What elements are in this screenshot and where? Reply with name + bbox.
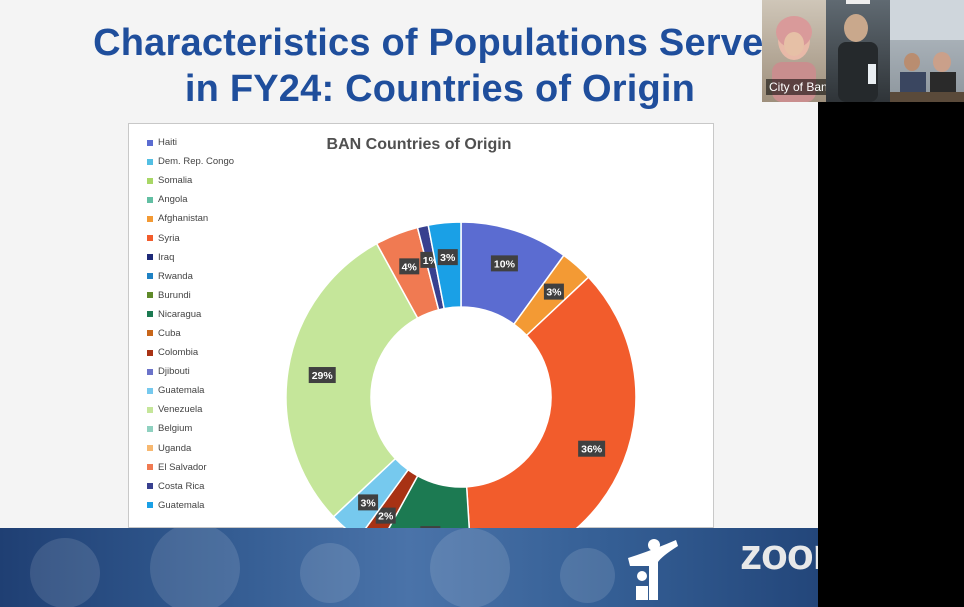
- legend-label: Burundi: [158, 289, 191, 301]
- legend-label: Djibouti: [158, 366, 190, 378]
- legend-label: Iraq: [158, 251, 175, 263]
- legend-swatch: [147, 406, 153, 413]
- slice-label-text: 3%: [546, 287, 562, 299]
- slide-title-line1: Characteristics of Populations Served: [93, 22, 787, 64]
- legend-label: Venezuela: [158, 404, 203, 416]
- legend-item: Afghanistan: [147, 209, 257, 228]
- legend-item: Belgium: [147, 419, 257, 438]
- legend-label: Syria: [158, 232, 180, 244]
- participant-avatar-icon: [890, 0, 964, 102]
- legend-label: Cuba: [158, 327, 181, 339]
- legend-item: Guatemala: [147, 496, 257, 515]
- slice-data-label: 29%: [308, 367, 336, 384]
- legend-swatch: [147, 483, 153, 490]
- legend-swatch: [147, 177, 153, 184]
- slice-data-label: 3%: [543, 283, 564, 300]
- slice-label-text: 2%: [378, 511, 394, 523]
- slice-data-label: 3%: [437, 249, 458, 266]
- donut-slice: [427, 221, 462, 310]
- participant-video-strip: City of Bango...: [762, 0, 964, 102]
- legend-swatch: [147, 139, 153, 146]
- chart-legend: Haiti Dem. Rep. Congo Somalia Angola Afghani…: [147, 133, 257, 515]
- legend-swatch: [147, 311, 153, 318]
- slide-title-line2: in FY24: Countries of Origin: [184, 68, 696, 110]
- legend-label: Costa Rica: [158, 480, 205, 492]
- legend-item: Syria: [147, 228, 257, 247]
- donut-slice: [387, 474, 471, 529]
- legend-swatch: [147, 387, 153, 394]
- legend-label: Angola: [158, 194, 188, 206]
- legend-swatch: [147, 464, 153, 471]
- donut-slice: [465, 276, 637, 529]
- slice-data-label: 3%: [358, 494, 379, 511]
- slice-label-text: 36%: [581, 444, 603, 456]
- legend-label: El Salvador: [158, 461, 207, 473]
- slice-label-text: 29%: [312, 370, 334, 382]
- participant-video-3[interactable]: [890, 0, 964, 102]
- legend-label: Somalia: [158, 175, 193, 187]
- slice-label-text: 3%: [440, 252, 456, 264]
- donut-chart: 10%3%36%9%2%3%29%4%1%3%: [285, 221, 637, 529]
- slice-label-text: 3%: [360, 497, 376, 509]
- organization-logo-icon: [628, 539, 678, 600]
- legend-item: Dem. Rep. Congo: [147, 152, 257, 171]
- legend-swatch: [147, 273, 153, 280]
- legend-item: Colombia: [147, 343, 257, 362]
- legend-item: Rwanda: [147, 267, 257, 286]
- slice-data-label: 9%: [420, 526, 441, 529]
- chart-container: Haiti Dem. Rep. Congo Somalia Angola Afghani…: [128, 123, 714, 529]
- legend-swatch: [147, 445, 153, 452]
- legend-item: Guatemala: [147, 381, 257, 400]
- legend-item: Djibouti: [147, 362, 257, 381]
- legend-swatch: [147, 235, 153, 242]
- legend-swatch: [147, 158, 153, 165]
- legend-item: Iraq: [147, 248, 257, 267]
- legend-label: Afghanistan: [158, 213, 209, 225]
- legend-item: Burundi: [147, 286, 257, 305]
- legend-swatch: [147, 425, 153, 432]
- legend-swatch: [147, 502, 153, 509]
- donut-slice: [285, 242, 419, 518]
- chart-title: BAN Countries of Origin: [326, 136, 512, 153]
- legend-item: Haiti: [147, 133, 257, 152]
- legend-label: Dem. Rep. Congo: [158, 156, 235, 168]
- slice-label-text: 4%: [402, 261, 418, 273]
- participant-video-1[interactable]: City of Bango...: [762, 0, 826, 102]
- shared-screen: Characteristics of Populations Served in…: [0, 0, 818, 607]
- zoom-logo: zoom: [740, 530, 818, 579]
- legend-item: Cuba: [147, 324, 257, 343]
- slide-footer-banner: [0, 528, 818, 607]
- legend-item: Somalia: [147, 171, 257, 190]
- participant-name-label: City of Bango...: [766, 79, 826, 95]
- legend-swatch: [147, 368, 153, 375]
- legend-swatch: [147, 196, 153, 203]
- participant-video-2[interactable]: [826, 0, 890, 102]
- legend-label: Colombia: [158, 347, 199, 359]
- participant-avatar-icon: [838, 0, 878, 102]
- legend-item: Uganda: [147, 439, 257, 458]
- legend-item: Nicaragua: [147, 305, 257, 324]
- legend-item: Costa Rica: [147, 477, 257, 496]
- legend-item: Venezuela: [147, 400, 257, 419]
- legend-label: Uganda: [158, 442, 192, 454]
- legend-item: Angola: [147, 190, 257, 209]
- slice-data-label: 10%: [490, 255, 518, 272]
- legend-swatch: [147, 254, 153, 261]
- legend-item: El Salvador: [147, 458, 257, 477]
- slice-data-label: 36%: [578, 440, 606, 457]
- legend-label: Rwanda: [158, 270, 193, 282]
- slide-title: Characteristics of Populations Served in…: [0, 20, 818, 112]
- legend-label: Guatemala: [158, 499, 205, 511]
- legend-swatch: [147, 292, 153, 299]
- legend-swatch: [147, 215, 153, 222]
- legend-label: Nicaragua: [158, 308, 202, 320]
- legend-label: Guatemala: [158, 385, 205, 397]
- legend-swatch: [147, 330, 153, 337]
- slice-label-text: 10%: [494, 258, 516, 270]
- slice-data-label: 2%: [375, 507, 396, 524]
- legend-swatch: [147, 349, 153, 356]
- legend-label: Haiti: [158, 137, 178, 149]
- slice-data-label: 4%: [399, 258, 420, 275]
- legend-label: Belgium: [158, 423, 193, 435]
